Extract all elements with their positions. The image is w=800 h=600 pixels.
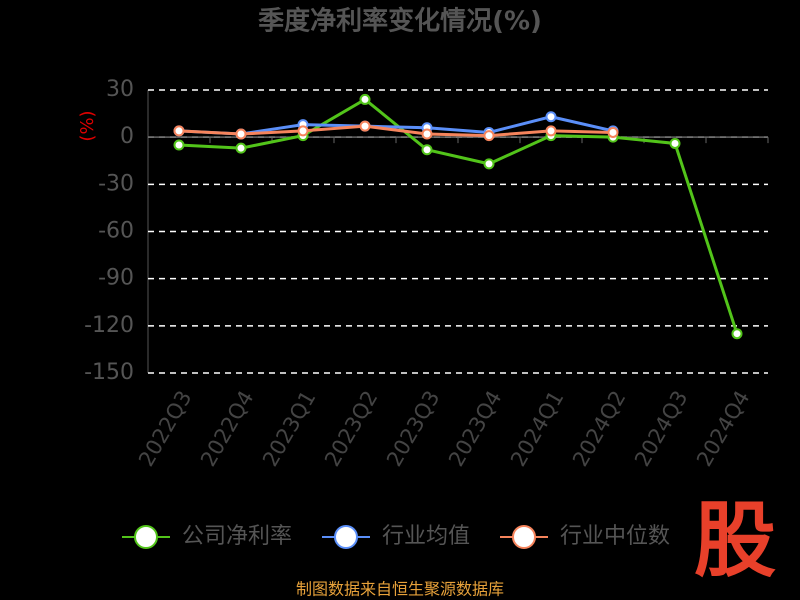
data-point xyxy=(235,142,247,154)
legend-marker xyxy=(512,525,536,549)
data-point xyxy=(607,126,619,138)
y-tick-label: -60 xyxy=(98,219,134,244)
series-line xyxy=(178,124,614,138)
data-point xyxy=(545,111,557,123)
y-tick-label: -90 xyxy=(98,266,134,291)
data-point xyxy=(483,130,495,142)
y-tick-label: -30 xyxy=(98,171,134,196)
data-point xyxy=(173,125,185,137)
data-point xyxy=(235,128,247,140)
data-point xyxy=(421,144,433,156)
y-tick-label: 0 xyxy=(120,124,134,149)
logo: 股 xyxy=(694,493,776,588)
source-note: 制图数据来自恒生聚源数据库 xyxy=(296,580,504,599)
data-point xyxy=(173,139,185,151)
data-point xyxy=(421,128,433,140)
data-point xyxy=(359,93,371,105)
data-point xyxy=(297,125,309,137)
y-tick-label: 30 xyxy=(106,77,134,102)
chart-title: 季度净利率变化情况(%) xyxy=(258,6,542,37)
y-axis-label: (%) xyxy=(77,110,98,141)
legend-label: 行业中位数 xyxy=(560,524,670,549)
data-point xyxy=(669,137,681,149)
legend-marker xyxy=(134,525,158,549)
data-point xyxy=(359,120,371,132)
legend-label: 行业均值 xyxy=(382,524,470,549)
legend-label: 公司净利率 xyxy=(182,524,292,549)
legend-marker xyxy=(334,525,358,549)
data-point xyxy=(731,328,743,340)
y-tick-label: -150 xyxy=(84,360,134,385)
data-point xyxy=(483,158,495,170)
y-tick-label: -120 xyxy=(84,313,134,338)
series-line xyxy=(178,97,739,335)
data-point xyxy=(545,125,557,137)
